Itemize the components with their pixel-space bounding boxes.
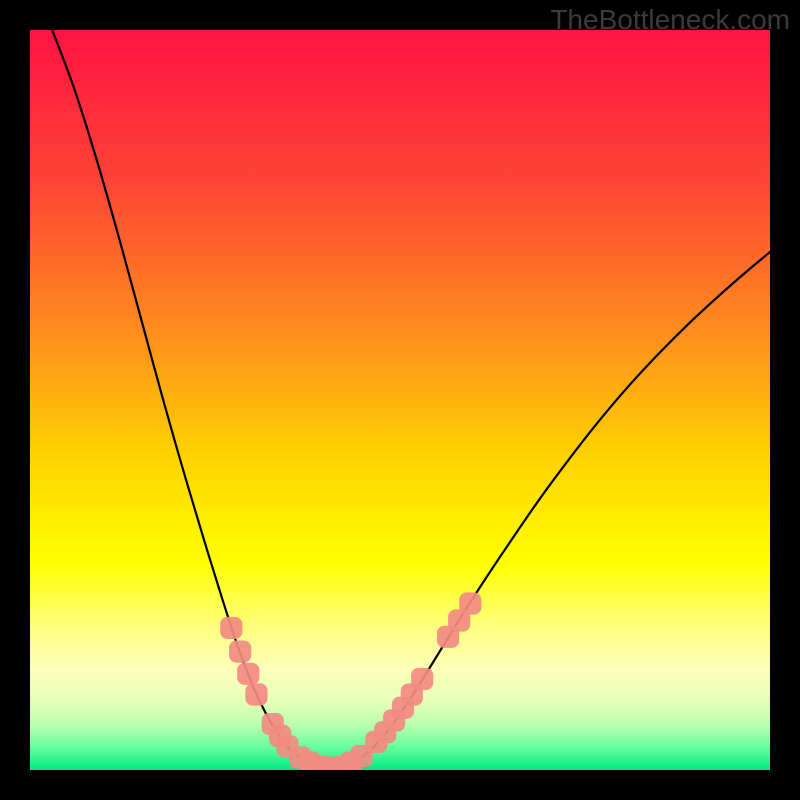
plot-area [30,30,770,770]
curve-marker [411,668,433,690]
curve-marker [245,683,267,705]
curve-marker [220,617,242,639]
curve-marker [229,641,251,663]
watermark-text: TheBottleneck.com [550,4,790,36]
chart-frame: TheBottleneck.com [0,0,800,800]
curve-marker [459,592,481,614]
bottleneck-curve-chart [30,30,770,770]
gradient-background [30,30,770,770]
curve-marker [237,663,259,685]
